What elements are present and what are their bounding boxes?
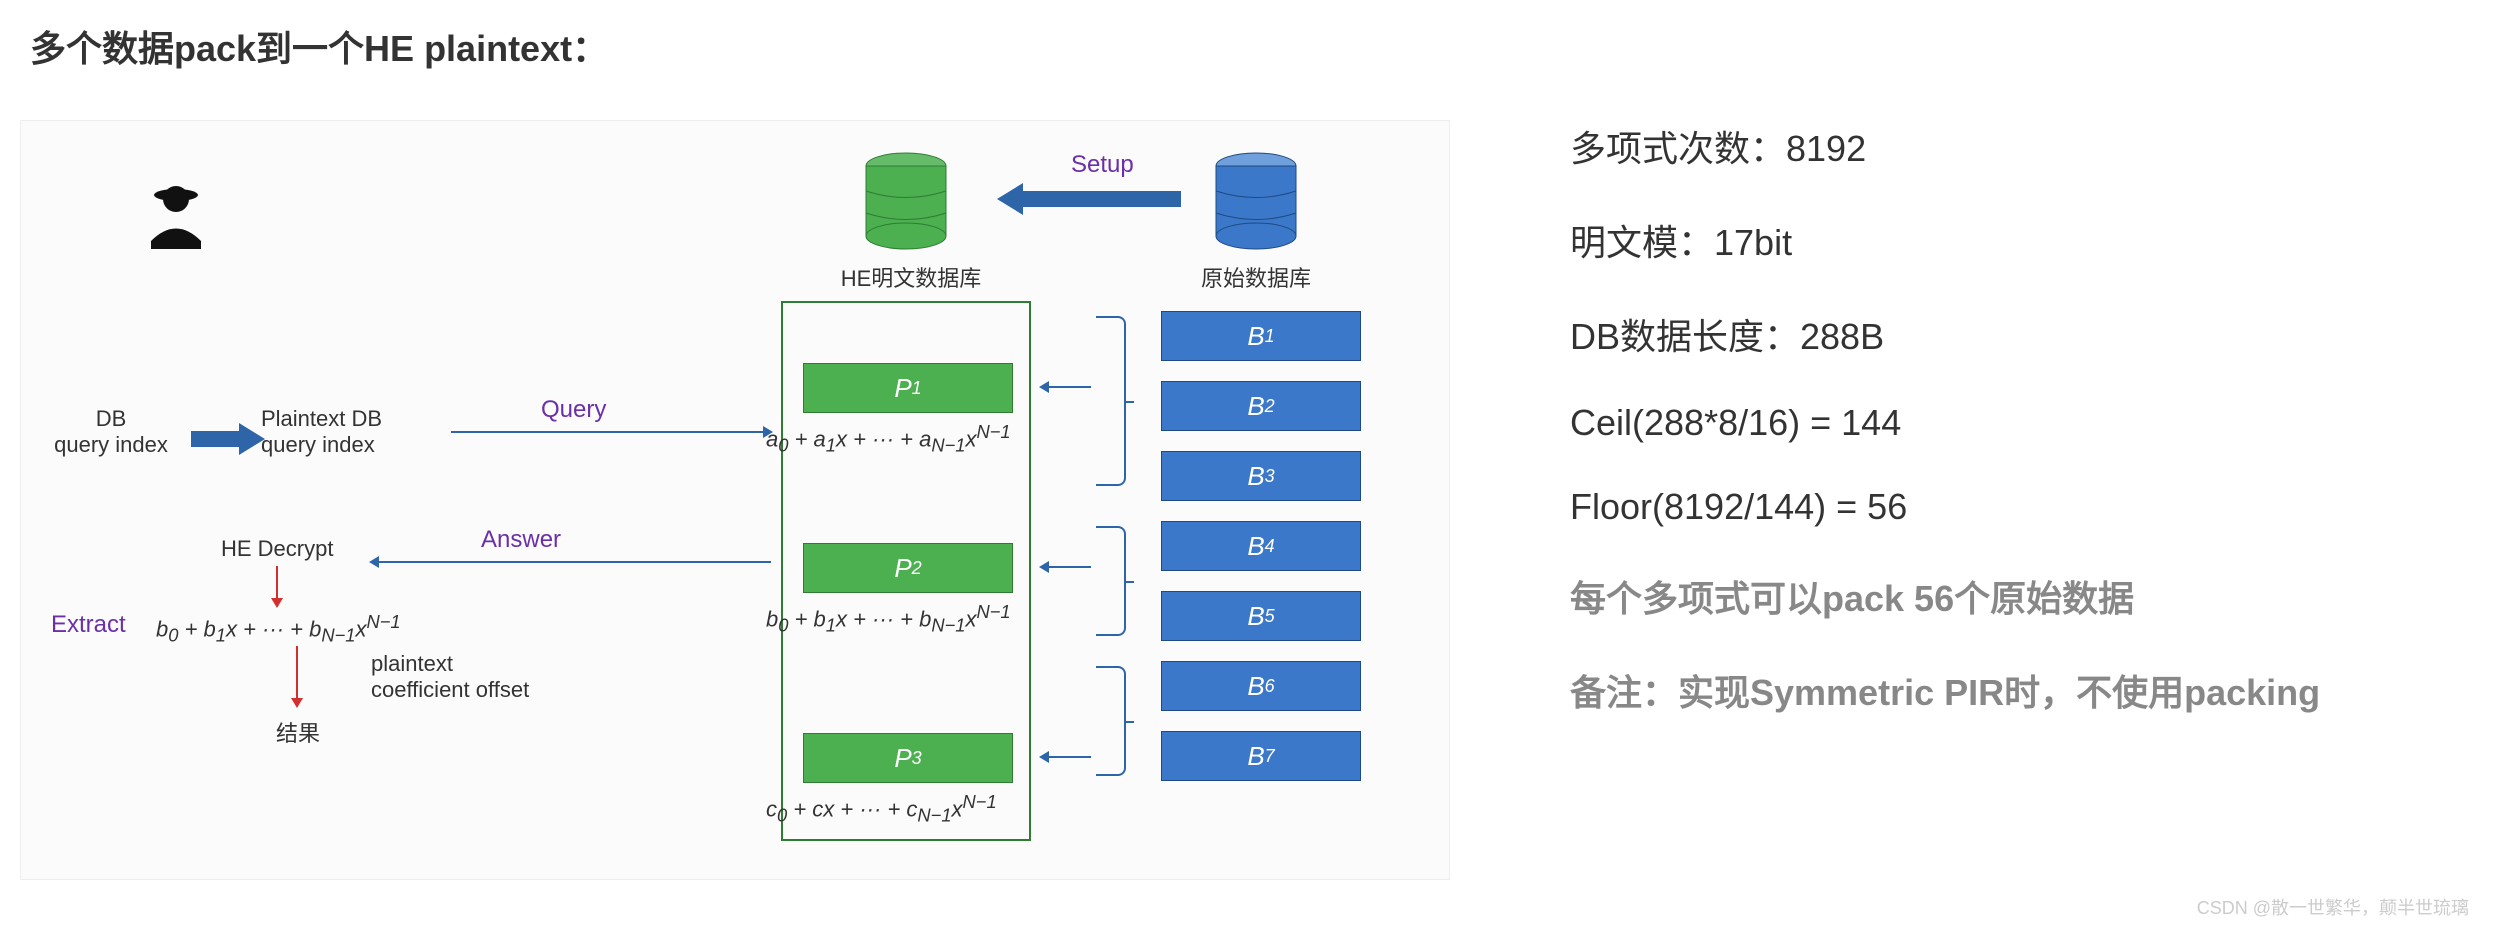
- info-line: 备注：实现Symmetric PIR时，不使用packing: [1570, 664, 2470, 716]
- brace-arrow: [1041, 566, 1091, 568]
- red-arrow-down: [296, 646, 298, 706]
- info-line: DB数据长度：288B: [1570, 308, 2470, 360]
- plaintext-offset-label: plaintext coefficient offset: [371, 651, 529, 703]
- p-box: P2: [803, 543, 1013, 593]
- poly-a: a0 + a1x + ··· + aN−1xN−1: [766, 421, 1011, 457]
- poly-c: c0 + cx + ··· + cN−1xN−1: [766, 791, 997, 827]
- orig-db-cylinder-icon: [1211, 151, 1301, 251]
- info-line: 每个多项式可以pack 56个原始数据: [1570, 570, 2470, 622]
- info-line: 多项式次数：8192: [1570, 120, 2470, 172]
- watermark: CSDN @散一世繁华，颠半世琉璃: [2197, 894, 2469, 920]
- plaintext-db-query-label: Plaintext DB query index: [261, 406, 441, 458]
- info-line: 明文模：17bit: [1570, 214, 2470, 266]
- he-db-container: P1 P2 P3: [781, 301, 1031, 841]
- user-icon: [141, 181, 211, 251]
- setup-arrow: [1021, 191, 1181, 207]
- he-db-label: HE明文数据库: [821, 261, 1001, 293]
- query-arrow1: [191, 431, 241, 447]
- red-arrow-down: [276, 566, 278, 606]
- b-box: B3: [1161, 451, 1361, 501]
- extract-label: Extract: [51, 611, 126, 639]
- brace-icon: [1096, 316, 1126, 486]
- info-line: Floor(8192/144) = 56: [1570, 486, 2470, 528]
- brace-arrow: [1041, 756, 1091, 758]
- orig-db-label: 原始数据库: [1181, 261, 1331, 293]
- query-label: Query: [541, 396, 606, 424]
- poly-b-user: b0 + b1x + ··· + bN−1xN−1: [156, 611, 401, 647]
- page-title: 多个数据pack到一个HE plaintext：: [30, 20, 608, 72]
- brace-arrow: [1041, 386, 1091, 388]
- he-decrypt-label: HE Decrypt: [221, 536, 333, 562]
- poly-b: b0 + b1x + ··· + bN−1xN−1: [766, 601, 1011, 637]
- b-box: B5: [1161, 591, 1361, 641]
- result-label: 结果: [276, 716, 320, 748]
- b-box: B7: [1161, 731, 1361, 781]
- answer-label: Answer: [481, 526, 561, 554]
- b-box: B1: [1161, 311, 1361, 361]
- brace-icon: [1096, 526, 1126, 636]
- setup-label: Setup: [1071, 151, 1134, 179]
- p-box: P3: [803, 733, 1013, 783]
- info-line: Ceil(288*8/16) = 144: [1570, 402, 2470, 444]
- right-info-panel: 多项式次数：8192 明文模：17bit DB数据长度：288B Ceil(28…: [1570, 120, 2470, 758]
- brace-icon: [1096, 666, 1126, 776]
- p-box: P1: [803, 363, 1013, 413]
- b-box: B2: [1161, 381, 1361, 431]
- he-db-cylinder-icon: [861, 151, 951, 251]
- b-box: B4: [1161, 521, 1361, 571]
- b-box: B6: [1161, 661, 1361, 711]
- query-line: [451, 431, 771, 433]
- answer-line: [371, 561, 771, 563]
- diagram-area: Setup HE明文数据库 原始数据库 P1 P2 P3 a0 + a1x + …: [20, 120, 1450, 880]
- db-query-label: DB query index: [41, 406, 181, 458]
